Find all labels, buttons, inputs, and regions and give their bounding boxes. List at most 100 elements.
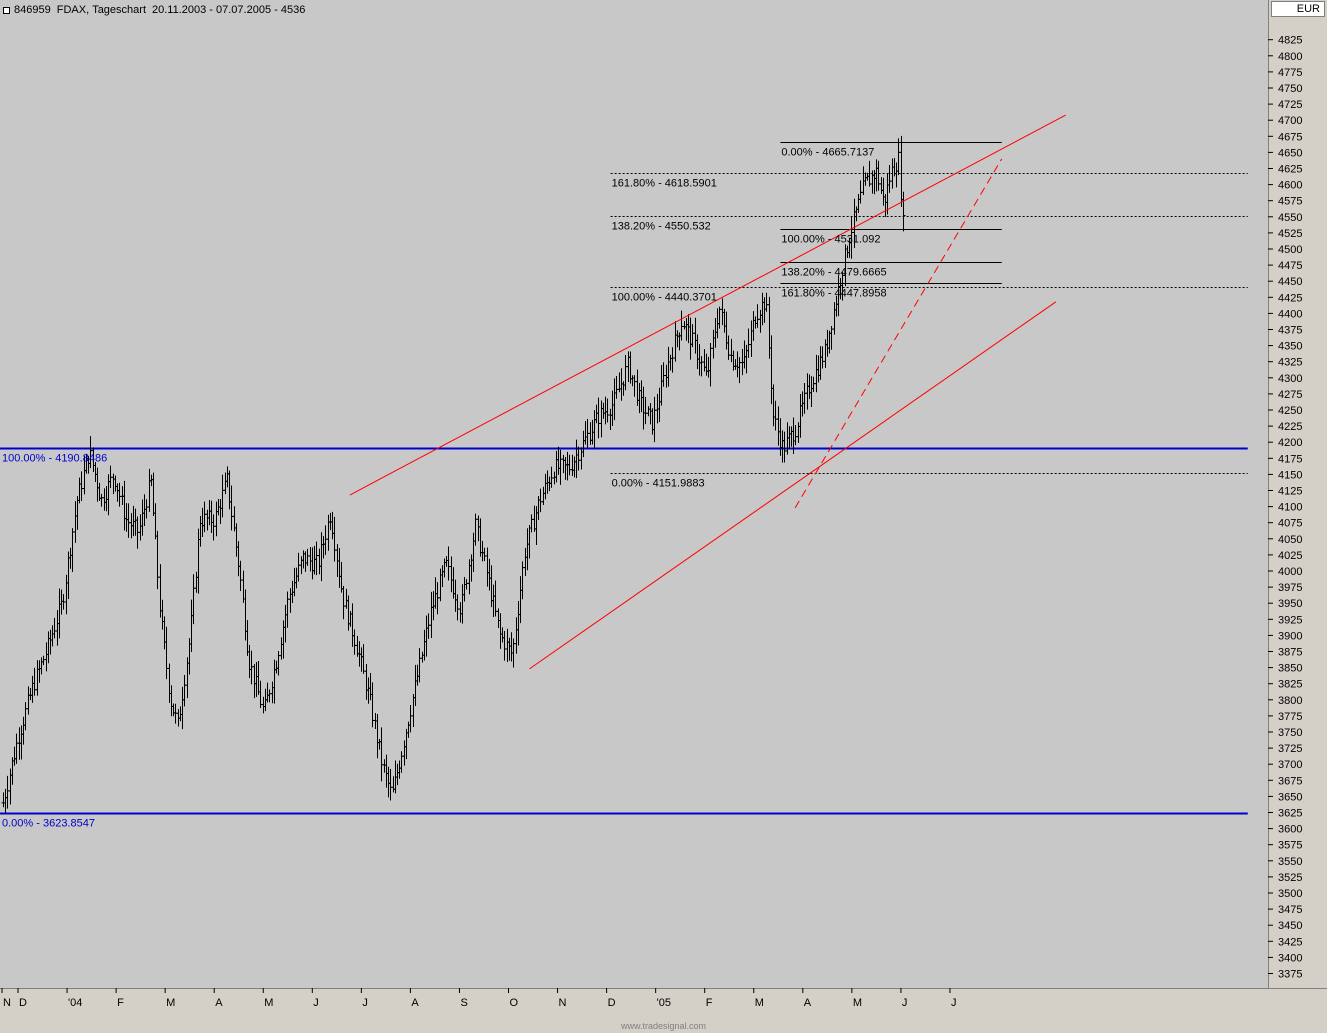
- dashed-trendline: [794, 158, 1003, 509]
- price-tick-label: 4350: [1278, 341, 1302, 353]
- time-tick-label: J: [902, 997, 908, 1009]
- window-menu-icon[interactable]: [3, 6, 10, 14]
- price-tick-label: 3800: [1278, 695, 1302, 707]
- price-tick-label: 3425: [1278, 936, 1302, 948]
- fib-level-label: 100.00% - 4190.8486: [2, 453, 107, 465]
- time-tick-label: S: [460, 997, 467, 1009]
- price-tick-label: 3525: [1278, 872, 1302, 884]
- fib-level-label: 161.80% - 4618.5901: [612, 178, 717, 190]
- price-tick-label: 4775: [1278, 67, 1302, 79]
- title-symbol: FDAX: [56, 4, 87, 16]
- currency-selector[interactable]: EUR: [1271, 1, 1325, 17]
- time-tick-label: J: [313, 997, 319, 1009]
- price-tick-label: 4425: [1278, 292, 1302, 304]
- price-tick-label: 3650: [1278, 791, 1302, 803]
- price-tick-label: 4275: [1278, 389, 1302, 401]
- ohlc-bars: [1, 135, 906, 813]
- price-tick-label: 4175: [1278, 453, 1302, 465]
- price-tick-label: 4000: [1278, 566, 1302, 578]
- price-tick-label: 4500: [1278, 244, 1302, 256]
- title-date-range: 20.11.2003 - 07.07.2005: [152, 4, 272, 16]
- price-tick-label: 4800: [1278, 51, 1302, 63]
- price-tick-label: 4675: [1278, 131, 1302, 143]
- title-period: Tageschart: [92, 4, 146, 16]
- fib-level-label: 138.20% - 4479.6665: [781, 267, 886, 279]
- price-tick-label: 4600: [1278, 180, 1302, 192]
- fib-level-label: 100.00% - 4440.3701: [612, 292, 717, 304]
- time-tick-label: A: [804, 997, 812, 1009]
- price-tick-label: 4825: [1278, 35, 1302, 47]
- price-tick-label: 4550: [1278, 212, 1302, 224]
- time-tick-label: A: [215, 997, 223, 1009]
- price-tick-label: 4525: [1278, 228, 1302, 240]
- trendlines: [349, 114, 1066, 670]
- price-tick-label: 4375: [1278, 325, 1302, 337]
- fib-level-label: 0.00% - 4665.7137: [781, 147, 874, 159]
- price-tick-label: 4150: [1278, 469, 1302, 481]
- price-tick-label: 3850: [1278, 663, 1302, 675]
- price-tick-label: 4725: [1278, 99, 1302, 111]
- title-id: 846959: [14, 4, 51, 16]
- price-tick-label: 4125: [1278, 486, 1302, 498]
- price-tick-label: 3875: [1278, 647, 1302, 659]
- time-tick-label: '05: [657, 997, 671, 1009]
- price-tick-label: 4225: [1278, 421, 1302, 433]
- price-tick-label: 3750: [1278, 727, 1302, 739]
- price-tick-label: 4625: [1278, 164, 1302, 176]
- time-tick-label: J: [362, 997, 368, 1009]
- price-tick-label: 3400: [1278, 952, 1302, 964]
- fib-level-label: 138.20% - 4550.532: [612, 221, 711, 233]
- price-tick-label: 3625: [1278, 808, 1302, 820]
- time-tick-label: F: [117, 997, 124, 1009]
- price-tick-label: 3950: [1278, 598, 1302, 610]
- trendline: [529, 301, 1057, 670]
- ohlc-bar: [901, 191, 906, 232]
- price-tick-label: 4475: [1278, 260, 1302, 272]
- time-tick-label: N: [3, 997, 11, 1009]
- price-tick-label: 3600: [1278, 824, 1302, 836]
- title-last-price: 4536: [280, 4, 306, 16]
- time-tick-label: D: [608, 997, 616, 1009]
- price-tick-label: 4050: [1278, 534, 1302, 546]
- price-tick-label: 3375: [1278, 969, 1302, 981]
- time-tick-label: A: [411, 997, 419, 1009]
- fib-level-label: 0.00% - 4151.9883: [612, 478, 705, 490]
- fib-level-label: 161.80% - 4447.8958: [781, 288, 886, 300]
- time-tick-label: F: [706, 997, 713, 1009]
- price-tick-label: 3900: [1278, 630, 1302, 642]
- time-tick-label: '04: [68, 997, 82, 1009]
- price-tick-label: 4650: [1278, 147, 1302, 159]
- time-axis[interactable]: N D '04 F M A M J J A S O N D '05 F M A M J J: [1, 988, 957, 1009]
- time-tick-label: J: [951, 997, 957, 1009]
- price-tick-label: 3450: [1278, 920, 1302, 932]
- time-tick-label: M: [264, 997, 273, 1009]
- price-tick-label: 3775: [1278, 711, 1302, 723]
- price-axis[interactable]: 3375 3400 3425 3450 3475 3500 3525 3550 3575 3600…: [1268, 35, 1302, 981]
- price-tick-label: 4300: [1278, 373, 1302, 385]
- footer-brand: www.tradesignal.com: [620, 1021, 707, 1031]
- price-tick-label: 3575: [1278, 840, 1302, 852]
- trendline: [349, 114, 1066, 496]
- price-tick-label: 4450: [1278, 276, 1302, 288]
- price-tick-label: 4200: [1278, 437, 1302, 449]
- time-tick-label: N: [559, 997, 567, 1009]
- price-tick-label: 3700: [1278, 759, 1302, 771]
- price-tick-label: 3825: [1278, 679, 1302, 691]
- price-tick-label: 4575: [1278, 196, 1302, 208]
- fibonacci-levels: [0, 142, 1248, 815]
- time-tick-label: M: [166, 997, 175, 1009]
- time-tick-label: M: [853, 997, 862, 1009]
- price-tick-label: 3675: [1278, 775, 1302, 787]
- price-tick-label: 3725: [1278, 743, 1302, 755]
- price-tick-label: 3475: [1278, 904, 1302, 916]
- time-tick-label: O: [510, 997, 519, 1009]
- price-tick-label: 4400: [1278, 308, 1302, 320]
- price-tick-label: 4325: [1278, 357, 1302, 369]
- price-tick-label: 4750: [1278, 83, 1302, 95]
- price-tick-label: 3500: [1278, 888, 1302, 900]
- time-tick-label: D: [19, 997, 27, 1009]
- price-tick-label: 3550: [1278, 856, 1302, 868]
- plot-area[interactable]: [0, 0, 1268, 988]
